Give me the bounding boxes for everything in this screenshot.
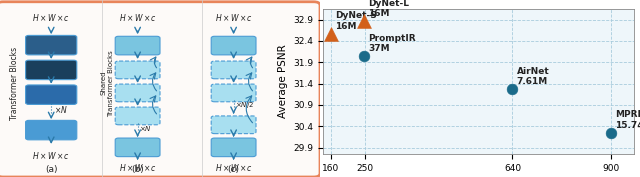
- Point: [508, 88, 518, 90]
- Text: AirNet
7.61M: AirNet 7.61M: [516, 67, 549, 86]
- FancyBboxPatch shape: [115, 107, 160, 125]
- Point: [359, 19, 369, 22]
- Text: $H \times W \times c$: $H \times W \times c$: [214, 162, 253, 173]
- Text: $H \times W \times c$: $H \times W \times c$: [32, 150, 70, 161]
- FancyBboxPatch shape: [115, 138, 160, 157]
- Text: DyNet-L
16M: DyNet-L 16M: [368, 0, 409, 18]
- FancyBboxPatch shape: [115, 36, 160, 55]
- Text: $H \times W \times c$: $H \times W \times c$: [118, 12, 157, 23]
- FancyBboxPatch shape: [26, 120, 77, 140]
- FancyBboxPatch shape: [211, 116, 256, 134]
- Text: Transformer Blocks: Transformer Blocks: [10, 47, 19, 120]
- FancyBboxPatch shape: [0, 2, 320, 177]
- Y-axis label: Average PSNR: Average PSNR: [278, 45, 288, 118]
- Text: $H \times W \times c$: $H \times W \times c$: [118, 162, 157, 173]
- Point: [359, 54, 369, 57]
- FancyBboxPatch shape: [26, 60, 77, 80]
- Text: $\times N/2$: $\times N/2$: [236, 100, 254, 110]
- Text: PromptIR
37M: PromptIR 37M: [368, 34, 416, 53]
- FancyBboxPatch shape: [26, 35, 77, 55]
- Text: (c): (c): [228, 165, 239, 174]
- FancyBboxPatch shape: [115, 84, 160, 102]
- Point: [606, 131, 616, 134]
- FancyBboxPatch shape: [115, 61, 160, 79]
- FancyBboxPatch shape: [211, 36, 256, 55]
- Text: $H \times W \times c$: $H \times W \times c$: [214, 12, 253, 23]
- FancyBboxPatch shape: [211, 61, 256, 79]
- FancyBboxPatch shape: [211, 138, 256, 157]
- Text: $\times N$: $\times N$: [140, 124, 152, 133]
- FancyBboxPatch shape: [211, 84, 256, 102]
- Text: $H \times W \times c$: $H \times W \times c$: [32, 12, 70, 23]
- Text: (b): (b): [131, 165, 144, 174]
- Text: MPRNet
15.74M: MPRNet 15.74M: [615, 110, 640, 130]
- Text: (a): (a): [45, 165, 58, 174]
- Text: Shared
Transformer Blocks: Shared Transformer Blocks: [100, 50, 114, 117]
- Text: $\times N$: $\times N$: [54, 104, 68, 115]
- Text: DyNet-S
16M: DyNet-S 16M: [335, 12, 377, 31]
- FancyBboxPatch shape: [26, 85, 77, 104]
- Point: [326, 32, 336, 35]
